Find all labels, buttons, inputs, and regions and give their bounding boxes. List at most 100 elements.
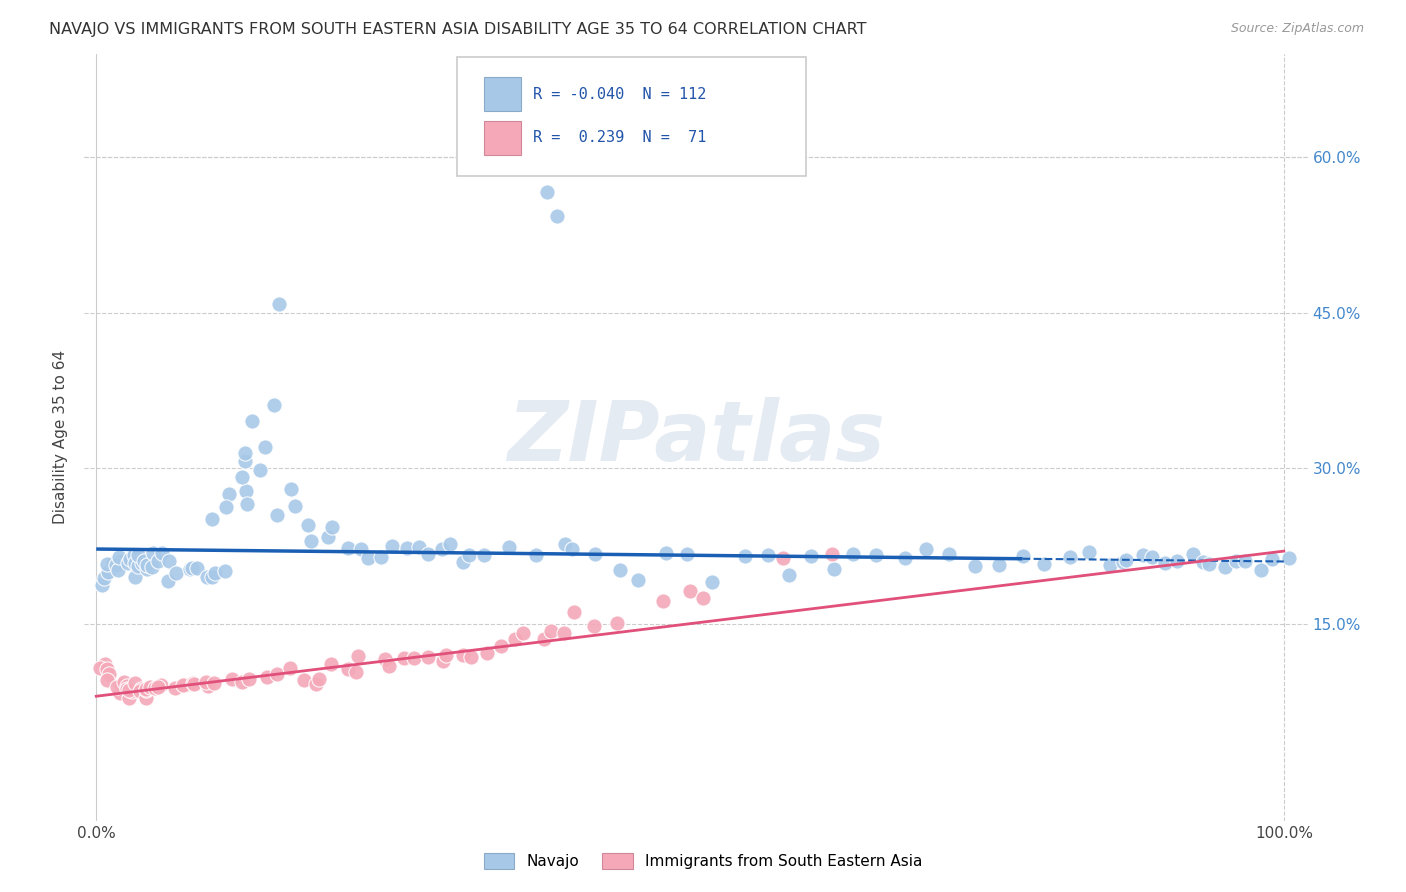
- Point: [392, 650, 415, 665]
- Point: [112, 674, 135, 689]
- Y-axis label: Disability Age 35 to 64: Disability Age 35 to 64: [53, 350, 69, 524]
- Point: [233, 453, 256, 467]
- Point: [96, 673, 118, 687]
- Point: [89, 661, 111, 675]
- Point: [1234, 553, 1257, 567]
- Point: [475, 647, 498, 661]
- Text: ZIPatlas: ZIPatlas: [508, 397, 884, 477]
- Point: [321, 520, 343, 534]
- Text: R = -0.040  N = 112: R = -0.040 N = 112: [533, 87, 707, 102]
- Point: [107, 563, 129, 577]
- Point: [231, 674, 253, 689]
- Point: [93, 657, 115, 672]
- Point: [278, 661, 301, 675]
- Point: [186, 561, 208, 575]
- Point: [202, 675, 225, 690]
- Point: [583, 619, 606, 633]
- Point: [96, 557, 118, 571]
- Point: [134, 682, 156, 697]
- Point: [472, 548, 495, 562]
- Point: [772, 551, 794, 566]
- Point: [249, 463, 271, 477]
- Point: [865, 548, 887, 562]
- Point: [823, 562, 845, 576]
- Point: [1166, 554, 1188, 568]
- Point: [233, 446, 256, 460]
- Point: [118, 682, 141, 697]
- Point: [546, 209, 568, 223]
- Point: [91, 578, 114, 592]
- Point: [536, 185, 558, 199]
- Point: [1112, 555, 1135, 569]
- Point: [395, 541, 418, 555]
- Point: [118, 690, 141, 705]
- Point: [118, 682, 141, 697]
- Point: [218, 487, 240, 501]
- Point: [266, 508, 288, 523]
- Point: [96, 662, 118, 676]
- Point: [347, 648, 370, 663]
- Point: [349, 541, 371, 556]
- Point: [135, 691, 157, 706]
- Point: [489, 639, 512, 653]
- Point: [139, 680, 162, 694]
- Point: [374, 652, 396, 666]
- Point: [1182, 547, 1205, 561]
- Point: [215, 500, 238, 514]
- Point: [1099, 558, 1122, 572]
- Point: [676, 547, 699, 561]
- Point: [157, 574, 180, 588]
- Point: [655, 546, 678, 560]
- Point: [127, 558, 149, 573]
- Point: [149, 677, 172, 691]
- Point: [430, 542, 453, 557]
- Point: [165, 566, 187, 580]
- Point: [131, 557, 153, 571]
- Point: [524, 548, 547, 562]
- Point: [136, 682, 159, 697]
- Text: R =  0.239  N =  71: R = 0.239 N = 71: [533, 130, 707, 145]
- Point: [266, 667, 288, 681]
- Point: [1132, 549, 1154, 563]
- Point: [201, 570, 224, 584]
- Point: [357, 550, 380, 565]
- Point: [609, 563, 631, 577]
- Point: [204, 566, 226, 581]
- Point: [598, 155, 620, 169]
- Point: [135, 681, 157, 696]
- Point: [432, 654, 454, 668]
- Point: [132, 553, 155, 567]
- Point: [104, 558, 127, 573]
- Point: [562, 605, 585, 619]
- Point: [553, 626, 575, 640]
- Point: [692, 591, 714, 606]
- Point: [439, 537, 461, 551]
- Point: [1032, 557, 1054, 571]
- Point: [98, 666, 121, 681]
- Point: [157, 554, 180, 568]
- Point: [214, 564, 236, 578]
- Point: [107, 550, 129, 565]
- Point: [800, 549, 823, 563]
- Point: [963, 559, 986, 574]
- Point: [305, 677, 328, 691]
- Point: [1213, 560, 1236, 574]
- Point: [180, 560, 202, 574]
- Point: [700, 574, 723, 589]
- Point: [115, 679, 138, 693]
- Point: [110, 554, 132, 568]
- Point: [498, 540, 520, 554]
- Point: [236, 497, 259, 511]
- Point: [451, 648, 474, 663]
- Point: [105, 680, 128, 694]
- Point: [124, 570, 146, 584]
- Point: [235, 483, 257, 498]
- Point: [336, 662, 359, 676]
- FancyBboxPatch shape: [457, 57, 806, 177]
- Point: [93, 571, 115, 585]
- Point: [197, 680, 219, 694]
- Point: [337, 541, 360, 555]
- Point: [221, 672, 243, 686]
- Point: [172, 678, 194, 692]
- Point: [451, 555, 474, 569]
